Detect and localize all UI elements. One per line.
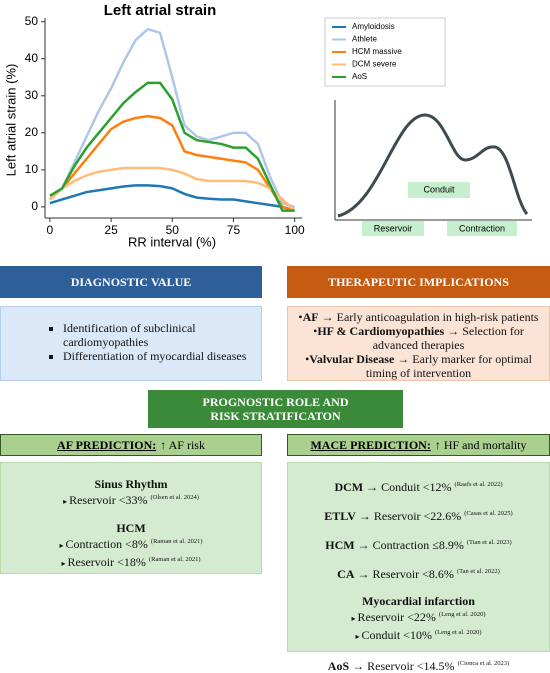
prognostic-header: PROGNOSTIC ROLE AND RISK STRATIFICATON: [148, 390, 403, 428]
group-item: Reservoir <22% (Leng et al. 2020): [288, 608, 549, 626]
group-line: CA → Reservoir <8.6% (Tan et al. 2022): [288, 565, 549, 581]
item-text: Reservoir <18%: [67, 555, 146, 569]
label-box: [447, 221, 517, 236]
group-line: DCM → Conduit <12% (Raafs et al. 2022): [288, 478, 549, 494]
group-line: AoS → Reservoir <14.5% (Cionca et al. 20…: [288, 657, 549, 673]
x-tick-label: 50: [166, 223, 180, 237]
item-text: Reservoir <22%: [357, 610, 436, 624]
y-axis-label: Left atrial strain (%): [3, 64, 18, 177]
phase-label: Conduit: [423, 184, 455, 194]
group-item: Conduit <10% (Leng et al. 2020): [288, 626, 549, 644]
x-tick-label: 75: [227, 223, 241, 237]
phase-label: Reservoir: [374, 223, 413, 233]
item-text: → Reservoir <22.6%: [358, 509, 462, 523]
diagnostic-header: DIAGNOSTIC VALUE: [0, 266, 262, 298]
citation: (Casas et al. 2025): [464, 510, 513, 517]
item-text: → Early anticoagulation in high-risk pat…: [321, 310, 539, 324]
citation: (Cionca et al. 2023): [457, 660, 510, 667]
af-subtitle: ↑ AF risk: [160, 437, 205, 452]
label-box: [408, 182, 470, 198]
chart-title: Left atrial strain: [104, 2, 217, 19]
diagnostic-body: Identification of subclinical cardiomyop…: [0, 306, 262, 381]
y-tick-label: 50: [25, 14, 39, 28]
legend-label: Athlete: [352, 35, 377, 44]
item-text: → Contraction ≤8.9%: [357, 538, 464, 552]
item-text: → Early marker for optimal timing of int…: [365, 352, 532, 380]
citation: (Raman et al. 2021): [148, 556, 201, 563]
y-tick-label: 30: [25, 88, 39, 102]
series-line: [49, 81, 295, 212]
series-line: [49, 166, 296, 212]
series-line: [49, 114, 296, 212]
citation: (Olsen et al. 2024): [150, 494, 199, 501]
x-tick-label: 100: [285, 223, 305, 237]
item-text: → Reservoir <8.6%: [357, 567, 454, 581]
schematic-curve: [337, 113, 529, 218]
mace-title: MACE PREDICTION:: [310, 437, 431, 452]
group-item: Reservoir <18% (Raman et al. 2021): [1, 553, 261, 571]
group-item: Contraction <8% (Raman et al. 2021): [1, 535, 261, 553]
item-text: Reservoir <33%: [69, 493, 148, 507]
y-tick-label: 10: [25, 162, 39, 176]
legend-label: AoS: [352, 72, 367, 81]
item-text: → Reservoir <14.5%: [352, 659, 455, 673]
item-bold: HF & Cardiomyopathies: [317, 324, 445, 338]
item-text: → Selection for advanced therapies: [372, 324, 524, 352]
series-line: [49, 184, 296, 212]
mace-subtitle: ↑ HF and mortality: [434, 437, 527, 452]
therapeutic-body: AF → Early anticoagulation in high-risk …: [287, 306, 550, 381]
citation: (Tian et al. 2023): [466, 539, 512, 546]
diagnostic-item: Differentiation of myocardial diseases: [63, 349, 261, 363]
series-line: [49, 27, 296, 209]
mace-header: MACE PREDICTION: ↑ HF and mortality: [287, 434, 550, 456]
group-name: Sinus Rhythm: [94, 477, 168, 491]
therapeutic-header: THERAPEUTIC IMPLICATIONS: [287, 266, 550, 298]
chart: Left atrial strain RR interval (%) Left …: [3, 2, 532, 249]
y-tick-label: 40: [25, 51, 39, 65]
group-line: HCM → Contraction ≤8.9% (Tian et al. 202…: [288, 536, 549, 552]
y-tick-label: 20: [25, 125, 39, 139]
schematic: Conduit Reservoir Contraction: [334, 100, 532, 236]
af-header: AF PREDICTION: ↑ AF risk: [0, 434, 262, 456]
group-name: Myocardial infarction: [362, 594, 475, 608]
item-bold: AF: [302, 310, 319, 324]
citation: (Raafs et al. 2022): [454, 481, 503, 488]
item-text: Contraction <8%: [65, 537, 148, 551]
group-line: ETLV → Reservoir <22.6% (Casas et al. 20…: [288, 507, 549, 523]
citation: (Tan et al. 2022): [456, 568, 500, 575]
y-tick-label: 0: [31, 199, 38, 213]
x-tick-label: 25: [104, 223, 118, 237]
af-title: AF PREDICTION:: [57, 437, 157, 452]
x-tick-label: 0: [47, 223, 54, 237]
item-bold: Valvular Disease: [309, 352, 395, 366]
phase-label: Contraction: [459, 223, 505, 233]
label-box: [362, 221, 424, 236]
therapeutic-item: Valvular Disease → Early marker for opti…: [294, 352, 543, 380]
group-name: DCM: [334, 480, 364, 494]
therapeutic-item: HF & Cardiomyopathies → Selection for ad…: [294, 324, 543, 352]
group-name: HCM: [116, 521, 146, 535]
item-text: → Conduit <12%: [366, 480, 452, 494]
group-name: CA: [337, 567, 355, 581]
item-text: Conduit <10%: [361, 628, 432, 642]
group-name: HCM: [325, 538, 355, 552]
group-item: Reservoir <33% (Olsen et al. 2024): [1, 491, 261, 509]
diagnostic-item: Identification of subclinical cardiomyop…: [63, 321, 261, 349]
legend-label: HCM massive: [352, 47, 402, 56]
af-body: Sinus RhythmReservoir <33% (Olsen et al.…: [0, 462, 262, 574]
page: Left atrial strain RR interval (%) Left …: [0, 0, 550, 653]
mace-body: DCM → Conduit <12% (Raafs et al. 2022) ET…: [287, 462, 550, 673]
citation: (Leng et al. 2020): [434, 629, 482, 636]
legend-label: Amyloidosis: [352, 22, 395, 31]
therapeutic-item: AF → Early anticoagulation in high-risk …: [294, 310, 543, 324]
group-name: AoS: [327, 659, 350, 673]
citation: (Raman et al. 2021): [150, 538, 203, 545]
x-axis-label: RR interval (%): [128, 234, 216, 249]
legend-label: DCM severe: [352, 60, 397, 69]
group-name: ETLV: [324, 509, 356, 523]
citation: (Leng et al. 2020): [438, 611, 486, 618]
